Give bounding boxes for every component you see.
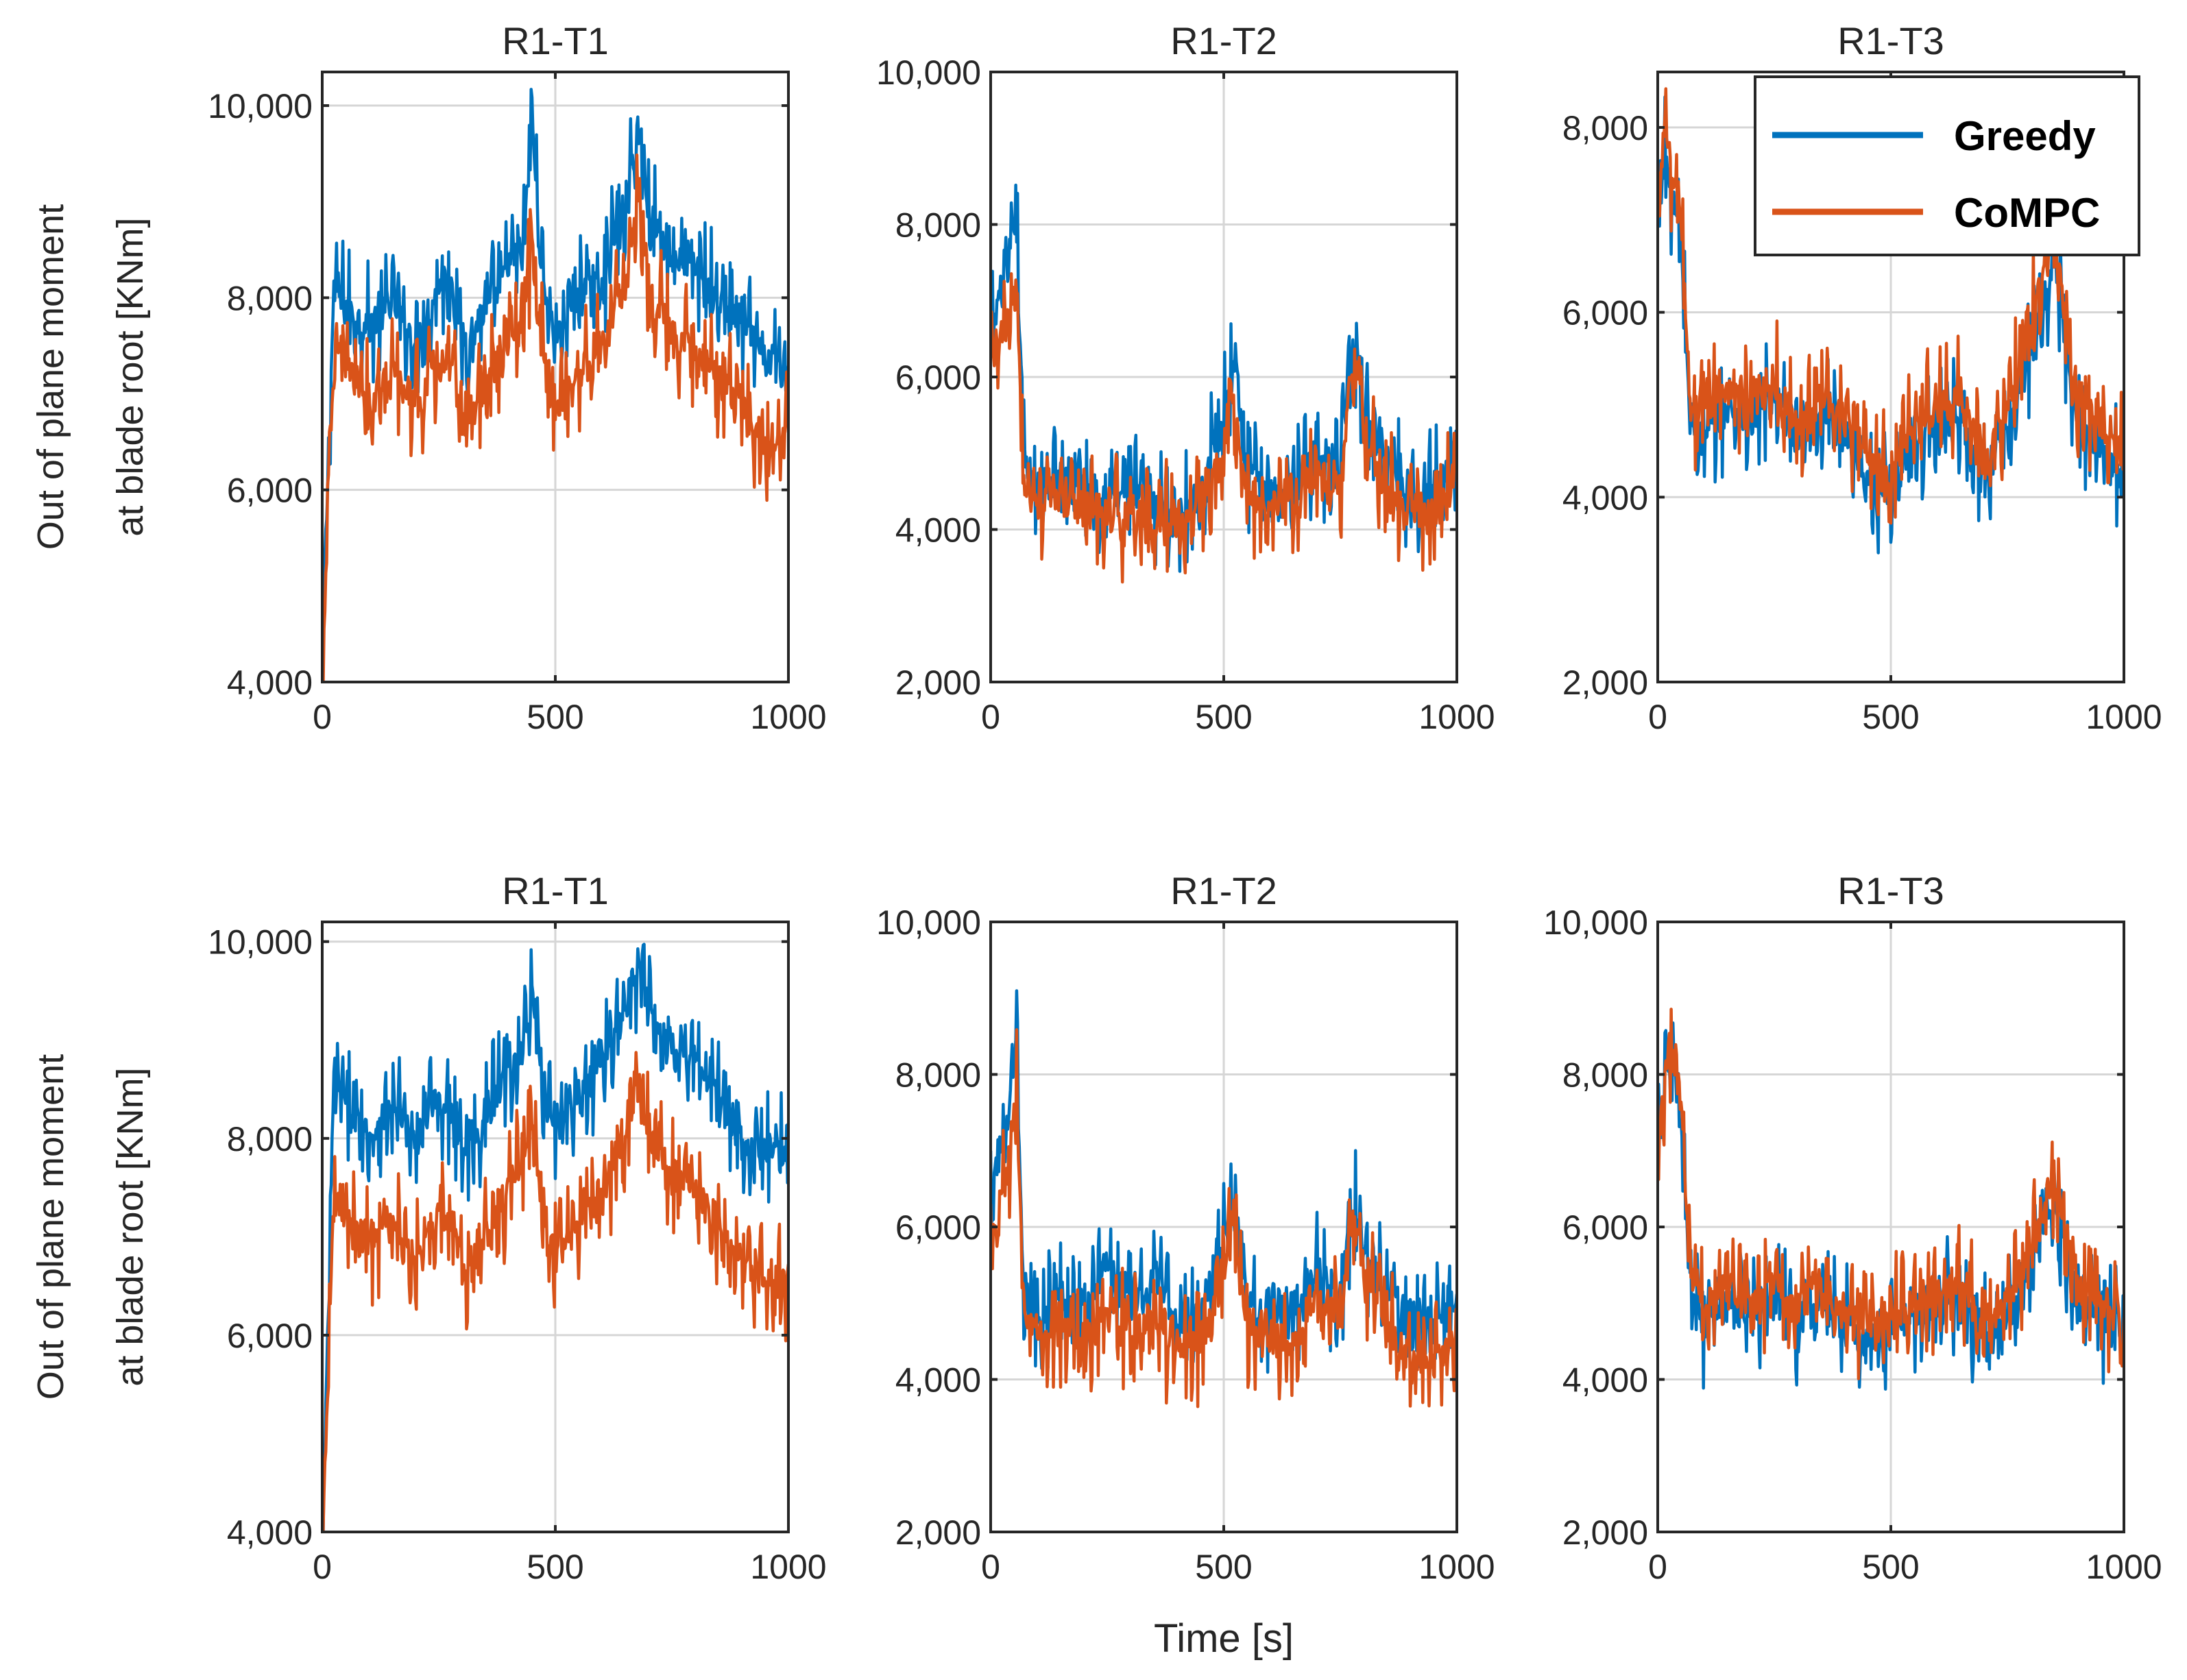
x-tick-label: 500 [527,1548,583,1586]
x-tick-label: 1000 [2086,1548,2162,1586]
x-tick-label: 0 [1648,1548,1667,1586]
y-tick-label: 8,000 [895,206,981,245]
y-tick-label: 8,000 [1562,109,1648,147]
y-tick-label: 6,000 [227,1317,313,1355]
x-axis-label: Time [s] [1154,1616,1294,1661]
series-line-compc [991,1028,1457,1409]
x-tick-label: 500 [1862,1548,1919,1586]
y-tick-label: 10,000 [1543,903,1648,942]
x-tick-label: 500 [527,698,583,736]
subplot-1: 0 500 1000 4,000 6,000 8,000 10,000 R1-T1 Out of… [30,19,827,736]
series-line-compc [991,272,1457,584]
x-tick-label: 1000 [1418,698,1495,736]
legend-label-compc: CoMPC [1954,190,2100,236]
subplot-title: R1-T1 [502,869,609,912]
y-axis-label-line-1: Out of plane moment [30,204,71,550]
y-tick-label: 6,000 [227,472,313,510]
subplot-title: R1-T1 [502,19,609,62]
subplot-title: R1-T3 [1837,19,1944,62]
legend: Greedy CoMPC [1754,75,2140,256]
y-axis-label-line-1: Out of plane moment [30,1054,71,1400]
x-tick-label: 1000 [750,1548,826,1586]
y-tick-label: 2,000 [1562,1513,1648,1552]
subplot-title: R1-T2 [1170,869,1277,912]
legend-box [1754,75,2140,256]
y-tick-label: 10,000 [876,53,981,92]
x-tick-label: 0 [1648,698,1667,736]
x-tick-label: 1000 [1418,1548,1495,1586]
y-tick-label: 4,000 [227,664,313,702]
subplot-4: 0 500 1000 4,000 6,000 8,000 10,000 R1-T1 Out of… [30,869,827,1586]
y-tick-label: 2,000 [895,664,981,702]
y-tick-label: 4,000 [227,1513,313,1552]
series-line-compc [322,1051,788,1532]
y-tick-label: 6,000 [1562,1208,1648,1247]
y-tick-label: 4,000 [1562,478,1648,517]
series-line-compc [322,153,788,682]
y-tick-label: 2,000 [895,1513,981,1552]
subplot-5: 0 500 1000 2,000 4,000 6,000 8,000 10,000 R1-T2 T… [876,869,1495,1661]
y-tick-label: 6,000 [1562,294,1648,332]
y-tick-label: 10,000 [208,87,313,125]
x-tick-label: 0 [313,1548,332,1586]
x-tick-label: 0 [313,698,332,736]
series-line-greedy [1658,95,2124,555]
y-tick-label: 8,000 [1562,1056,1648,1095]
y-axis-label-line-2: at blade root [KNm] [110,217,151,536]
x-tick-label: 0 [981,698,1000,736]
x-tick-label: 500 [1195,698,1252,736]
subplot-title: R1-T3 [1837,869,1944,912]
subplot-title: R1-T2 [1170,19,1277,62]
y-tick-label: 10,000 [876,903,981,942]
x-tick-label: 1000 [2086,698,2162,736]
y-tick-label: 6,000 [895,1208,981,1247]
y-tick-label: 4,000 [895,1361,981,1400]
x-tick-label: 0 [981,1548,1000,1586]
subplot-2: 0 500 1000 2,000 4,000 6,000 8,000 10,000 R1-T2 [876,19,1495,736]
y-tick-label: 8,000 [895,1056,981,1095]
series-line-compc [1658,1008,2124,1380]
series-line-greedy [322,88,788,624]
y-tick-label: 4,000 [895,511,981,550]
y-tick-label: 8,000 [227,1120,313,1158]
series-line-greedy [322,942,788,1532]
y-tick-label: 4,000 [1562,1361,1648,1400]
subplot-6: 0 500 1000 2,000 4,000 6,000 8,000 10,000 R1-T3 [1543,869,2162,1586]
y-axis-label-line-2: at blade root [KNm] [110,1067,151,1386]
y-tick-label: 2,000 [1562,664,1648,702]
x-tick-label: 500 [1195,1548,1252,1586]
x-tick-label: 1000 [750,698,826,736]
legend-label-greedy: Greedy [1954,113,2096,159]
y-tick-label: 10,000 [208,923,313,962]
y-tick-label: 8,000 [227,279,313,317]
x-tick-label: 500 [1862,698,1919,736]
y-tick-label: 6,000 [895,358,981,397]
subplot-3: 0 500 1000 2,000 4,000 6,000 8,000 R1-T3 Greedy C… [1562,19,2162,736]
